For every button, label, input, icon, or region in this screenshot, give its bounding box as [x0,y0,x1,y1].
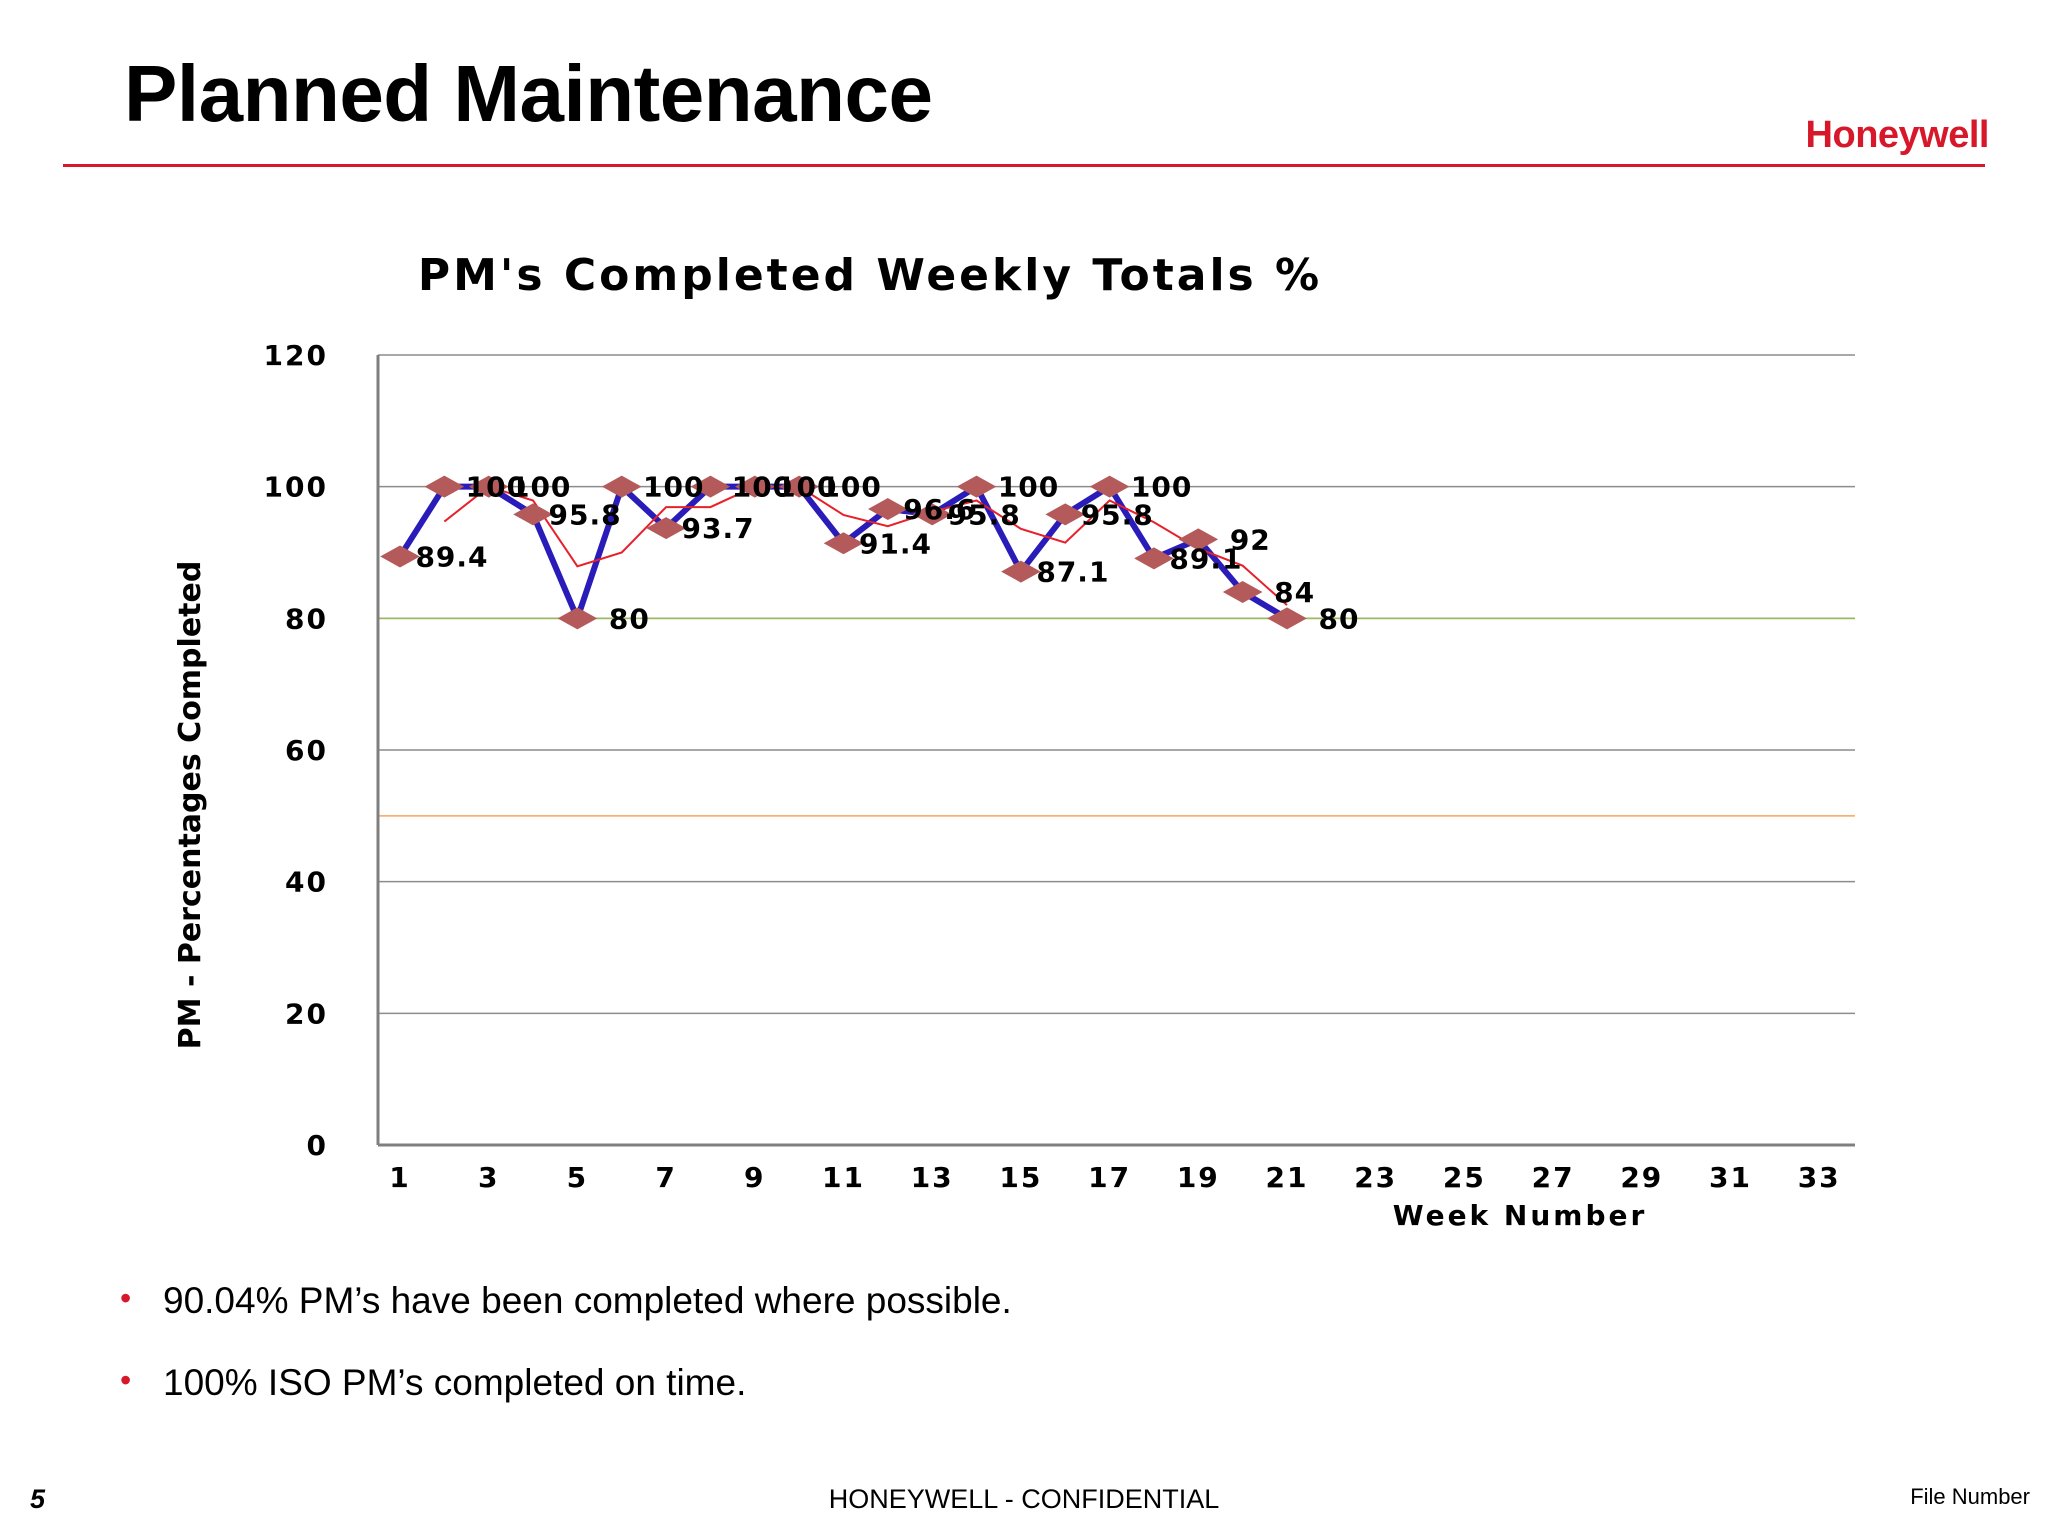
data-label: 80 [1319,602,1360,635]
bullet-dot-icon: • [120,1280,132,1316]
data-label: 100 [820,471,881,504]
y-tick-label: 80 [285,602,328,635]
data-point-marker [1089,475,1130,498]
data-point-marker [513,503,553,526]
honeywell-logo: Honeywell [1805,114,1990,156]
data-label: 89.1 [1169,542,1242,575]
data-label: 100 [510,471,571,504]
data-label: 100 [1131,471,1192,504]
page-number: 5 [30,1484,46,1514]
x-tick-label: 13 [911,1161,954,1194]
data-label: 95.8 [1081,498,1154,531]
data-point-marker [1222,581,1263,603]
data-point-marker [424,475,465,498]
series [380,475,1307,630]
trend-line [443,485,1288,606]
x-tick-label: 3 [478,1161,499,1194]
page-title: Planned Maintenance [124,49,933,138]
x-tick-label: 17 [1088,1161,1131,1194]
data-point-marker [823,532,864,555]
x-tick-label: 27 [1532,1161,1575,1194]
x-tick-label: 9 [744,1161,765,1194]
bullet-item: • 100% ISO PM’s completed on time. [120,1362,1012,1404]
x-tick-label: 31 [1709,1161,1752,1194]
bullet-text: 100% ISO PM’s completed on time. [163,1362,747,1403]
data-labels: 89.410010095.88010093.710010010091.496.6… [415,471,1360,636]
x-tick-label: 21 [1266,1161,1309,1194]
data-point-marker [735,475,775,498]
y-tick-label: 60 [285,734,328,767]
data-point-marker [601,475,642,498]
data-label: 100 [643,471,704,504]
x-axis-label: Week Number [1393,1199,1648,1232]
y-tick-label: 20 [285,997,328,1030]
data-label: 100 [998,471,1059,504]
data-label: 93.7 [682,512,755,545]
data-point-marker [1134,547,1174,570]
x-tick-label: 11 [822,1161,865,1194]
x-tick-label: 19 [1177,1161,1220,1194]
data-label: 87.1 [1036,556,1109,589]
data-label: 91.4 [859,527,932,560]
data-label: 100 [776,471,837,504]
data-point-marker [912,503,952,526]
file-number: File Number [1910,1484,2030,1509]
line-chart: PM's Completed Weekly Totals % 0 20 40 60 80… [173,250,1855,1232]
data-label: 92 [1230,523,1271,556]
data-point-marker [690,475,731,498]
x-tick-label: 33 [1798,1161,1841,1194]
chart-title: PM's Completed Weekly Totals % [418,250,1322,301]
x-tick-label: 23 [1354,1161,1397,1194]
x-tick-label: 25 [1443,1161,1486,1194]
data-point-marker [956,475,997,498]
data-point-marker [1267,607,1307,630]
data-label: 95.8 [549,498,622,531]
bullet-list: • 90.04% PM’s have been completed where p… [120,1280,1012,1444]
data-label: 89.4 [415,540,488,573]
bullet-item: • 90.04% PM’s have been completed where p… [120,1280,1012,1322]
x-tick-label: 15 [999,1161,1042,1194]
data-point-marker [646,517,686,540]
data-label: 80 [609,602,650,635]
data-label: 84 [1274,576,1315,609]
data-point-marker [1001,560,1041,583]
data-point-marker [468,475,509,498]
data-point-marker [557,607,598,630]
y-tick-label: 100 [264,471,328,504]
title-divider [63,164,1985,167]
y-tick-label: 120 [264,339,328,372]
data-label: 100 [732,471,793,504]
gridlines [378,354,1855,1015]
data-point-marker [779,475,819,498]
chart-container: PM's Completed Weekly Totals % 0 20 40 60 80… [120,245,1860,1235]
x-tick-label: 7 [655,1161,676,1194]
reference-lines [378,617,1855,817]
x-tick-label: 29 [1620,1161,1663,1194]
y-tick-label: 0 [307,1129,328,1162]
x-tick-label: 1 [389,1161,410,1194]
data-label: 96.6 [903,493,976,526]
y-tick-label: 40 [285,866,328,899]
data-label: 95.8 [948,498,1021,531]
bullet-text: 90.04% PM’s have been completed where po… [163,1280,1012,1321]
data-point-marker [1178,528,1219,551]
y-axis-label: PM - Percentages Completed [173,561,208,1050]
data-label: 100 [466,471,527,504]
bullet-dot-icon: • [120,1362,132,1398]
data-point-marker [868,498,908,521]
data-point-marker [1045,503,1086,526]
confidential-footer: HONEYWELL - CONFIDENTIAL [828,1484,1220,1514]
x-tick-label: 5 [567,1161,588,1194]
data-point-marker [380,545,420,568]
